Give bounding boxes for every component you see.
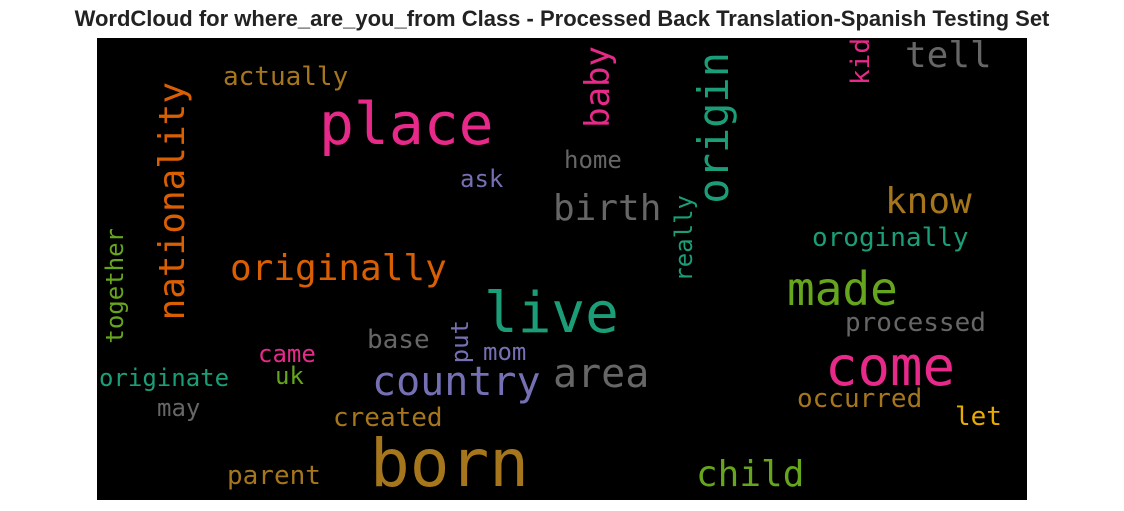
word-mom: mom xyxy=(483,338,527,366)
word-live: live xyxy=(484,281,619,346)
word-uk: uk xyxy=(275,362,304,390)
word-originally: originally xyxy=(230,248,447,289)
word-came: came xyxy=(258,340,316,368)
word-may: may xyxy=(157,394,201,422)
word-base: base xyxy=(367,325,430,355)
word-place: place xyxy=(319,90,494,158)
word-processed: processed xyxy=(845,308,986,338)
word-ask: ask xyxy=(460,165,504,193)
word-oroginally: oroginally xyxy=(812,223,969,253)
word-baby: baby xyxy=(578,46,618,128)
word-child: child xyxy=(696,454,805,495)
chart-title: WordCloud for where_are_you_from Class -… xyxy=(74,6,1050,31)
wordcloud-canvas: place born live come made country area o… xyxy=(97,38,1027,500)
word-originate: originate xyxy=(99,364,230,392)
word-created: created xyxy=(333,403,443,433)
word-parent: parent xyxy=(227,461,321,491)
word-come: come xyxy=(825,335,956,398)
word-actually: actually xyxy=(223,62,349,92)
word-origin: origin xyxy=(689,52,738,204)
word-occurred: occurred xyxy=(797,384,923,414)
word-made: made xyxy=(787,262,898,316)
word-together: together xyxy=(101,228,129,344)
word-really: really xyxy=(670,195,698,282)
word-home: home xyxy=(564,146,622,174)
word-let: let xyxy=(955,402,1002,432)
word-born: born xyxy=(370,425,529,500)
word-tell: tell xyxy=(905,38,992,76)
word-birth: birth xyxy=(553,188,662,229)
word-nationality: nationality xyxy=(152,82,193,321)
word-know: know xyxy=(885,181,972,222)
word-put: put xyxy=(446,320,474,364)
word-country: country xyxy=(372,359,541,405)
word-area: area xyxy=(553,351,650,397)
word-kid: kid xyxy=(846,38,876,85)
